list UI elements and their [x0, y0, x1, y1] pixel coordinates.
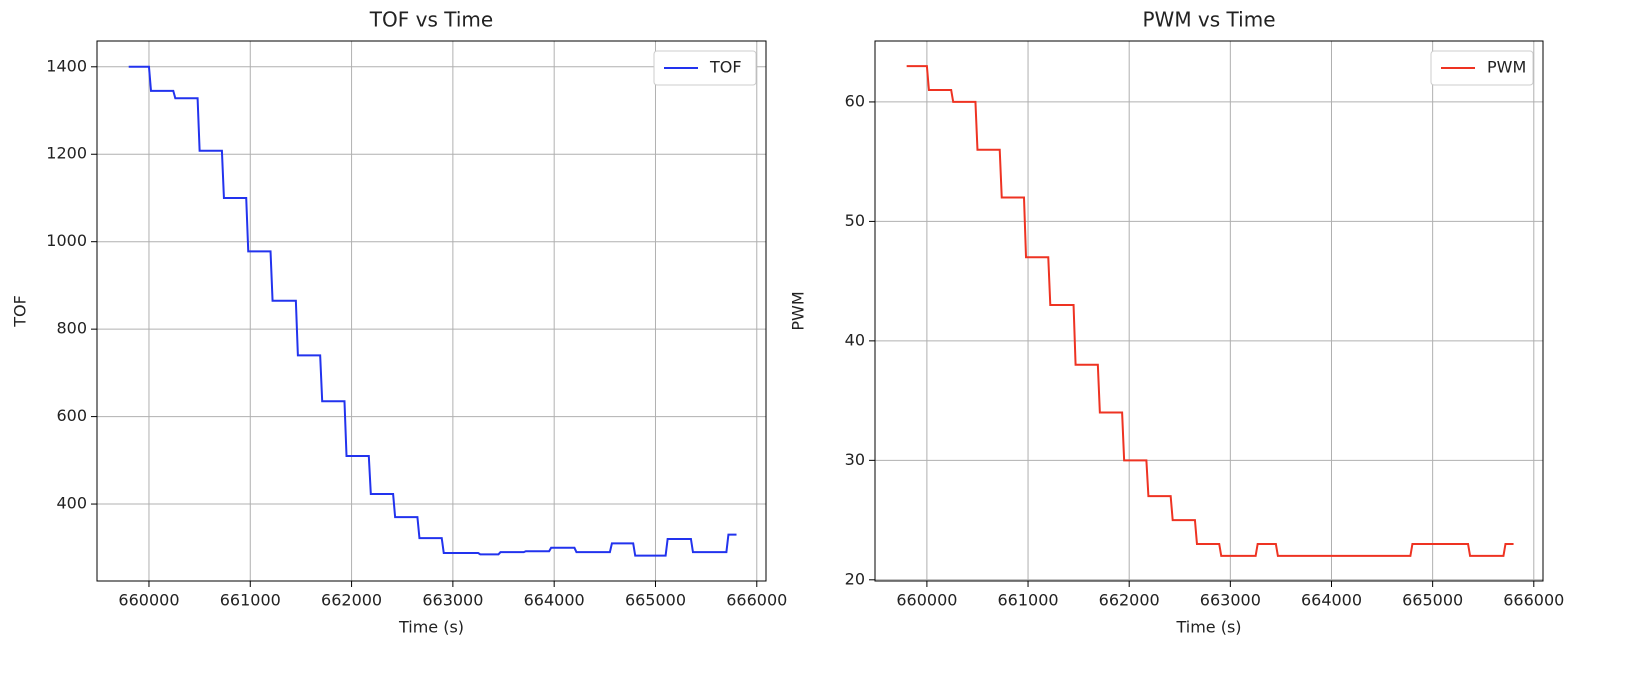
- y-tick-label: 600: [56, 406, 87, 425]
- x-tick-label: 662000: [1099, 591, 1160, 610]
- chart-title: TOF vs Time: [369, 8, 493, 32]
- x-tick-label: 661000: [220, 591, 281, 610]
- y-tick-label: 30: [845, 450, 865, 469]
- line: [906, 65, 1514, 557]
- x-tick-label: 661000: [998, 591, 1059, 610]
- y-axis-label: PWM: [789, 291, 808, 330]
- y-tick-label: 40: [845, 330, 865, 349]
- x-tick-label: 665000: [1402, 591, 1463, 610]
- x-tick-label: 665000: [625, 591, 686, 610]
- legend-label: PWM: [1487, 58, 1526, 77]
- line: [128, 65, 737, 557]
- y-tick-label: 400: [56, 494, 87, 513]
- x-tick-label: 663000: [422, 591, 483, 610]
- x-tick-label: 662000: [321, 591, 382, 610]
- x-tick-label: 664000: [1301, 591, 1362, 610]
- x-axis-label: Time (s): [1175, 618, 1241, 637]
- y-tick-label: 1000: [46, 231, 87, 250]
- x-axis-label: Time (s): [398, 618, 464, 637]
- x-tick-label: 663000: [1200, 591, 1261, 610]
- y-tick-label: 50: [845, 211, 865, 230]
- legend-label: TOF: [709, 58, 742, 77]
- legend-box: [653, 50, 757, 86]
- x-tick-label: 664000: [524, 591, 585, 610]
- x-tick-label: 660000: [118, 591, 179, 610]
- chart-title: PWM vs Time: [1142, 8, 1275, 32]
- legend-box: [1430, 50, 1534, 86]
- y-tick-label: 800: [56, 319, 87, 338]
- x-tick-label: 666000: [726, 591, 787, 610]
- x-tick-label: 666000: [1503, 591, 1564, 610]
- y-tick-label: 1200: [46, 144, 87, 163]
- x-tick-label: 660000: [896, 591, 957, 610]
- plot-frame: [96, 40, 767, 582]
- plot-frame: [874, 40, 1544, 582]
- y-tick-label: 1400: [46, 56, 87, 75]
- y-tick-label: 20: [845, 569, 865, 588]
- y-axis-label: TOF: [11, 295, 30, 328]
- y-tick-label: 60: [845, 91, 865, 110]
